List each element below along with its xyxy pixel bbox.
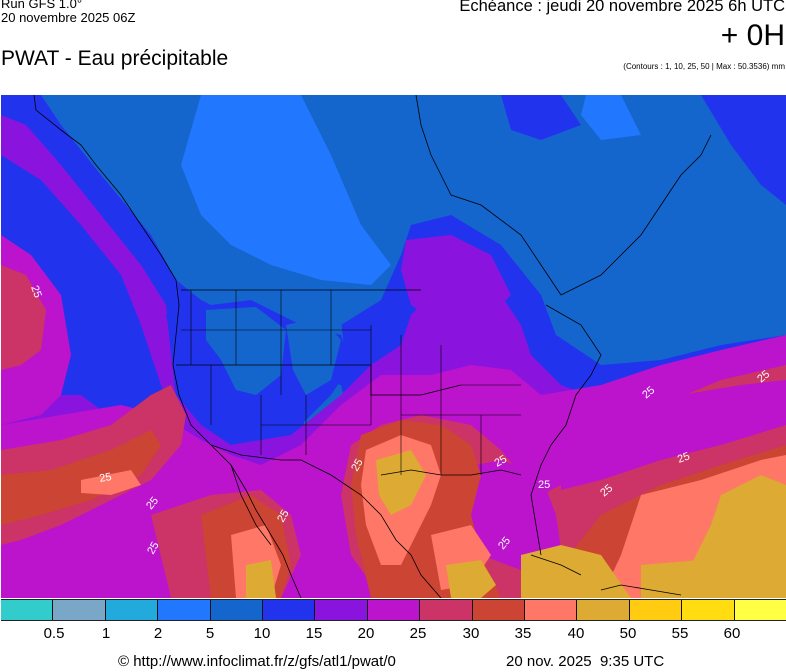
- map-title: PWAT - Eau précipitable: [1, 47, 229, 70]
- source-credit: © http://www.infoclimat.fr/z/gfs/atl1/pw…: [118, 653, 396, 670]
- contour-label: 25: [28, 284, 43, 300]
- colorbar-box: [524, 600, 577, 620]
- colorbar-box: [209, 600, 263, 620]
- colorbar-labels: 0.5 1 2 5 10 15 20 25 30 35 40 50 55 60: [0, 624, 786, 644]
- contour-label: 25: [676, 450, 692, 465]
- colorbar-box: [628, 600, 682, 620]
- colorbar-label: 15: [305, 625, 323, 642]
- valid-time: Echéance : jeudi 20 novembre 2025 6h UTC: [459, 0, 785, 15]
- colorbar-label: 60: [723, 625, 741, 642]
- colorbar-label: 25: [409, 625, 427, 642]
- colorbar-box: [52, 600, 105, 620]
- band-30-35mm-pacific-river: [1, 430, 161, 525]
- colorbar-label: 1: [101, 625, 111, 642]
- run-model-label: Run GFS 1.0°: [1, 0, 83, 11]
- contour-label: 25: [538, 479, 550, 491]
- colorbar-label: 35: [514, 625, 532, 642]
- colorbar-label: 55: [671, 625, 689, 642]
- colorbar-box: [1, 600, 53, 620]
- pwat-map: 25 25 25 25 25 25 25 25 25 25 25 25 25: [1, 95, 786, 598]
- colorbar-box: [104, 600, 158, 620]
- run-date: 20 novembre 2025 06Z: [1, 10, 136, 25]
- colorbar-box: [733, 600, 786, 620]
- band-2-5mm-canada: [181, 95, 391, 285]
- band-40-50mm-atlantic: [691, 475, 786, 598]
- colorbar-box: [576, 600, 629, 620]
- band-25-30mm-pacific: [1, 265, 46, 370]
- colorbar-label: 20: [357, 625, 375, 642]
- colorbar-box: [419, 600, 472, 620]
- colorbar-label: 10: [253, 625, 271, 642]
- colorbar-label: 40: [567, 625, 585, 642]
- colorbar-label: 50: [619, 625, 637, 642]
- colorbar-label: 5: [205, 625, 215, 642]
- colorbar-box: [471, 600, 525, 620]
- run-info: Run GFS 1.0° 20 novembre 2025 06Z: [1, 0, 135, 25]
- state-borders: [181, 290, 521, 475]
- contours-info: (Contours : 1, 10, 25, 50 | Max : 50.353…: [623, 62, 785, 71]
- colorbar-box: [157, 600, 210, 620]
- lead-time: + 0H: [720, 19, 785, 52]
- contour-label: 25: [493, 453, 510, 470]
- colorbar: [1, 599, 786, 621]
- colorbar-box: [314, 600, 367, 620]
- contour-label: 25: [145, 540, 162, 557]
- colorbar-label: 0.5: [43, 625, 65, 642]
- colorbar-box: [681, 600, 734, 620]
- colorbar-box: [262, 600, 315, 620]
- generated-time: 20 nov. 2025 9:35 UTC: [506, 653, 665, 670]
- colorbar-label: 30: [462, 625, 480, 642]
- contour-label: 25: [275, 508, 292, 525]
- colorbar-box: [366, 600, 420, 620]
- contour-label: 25: [349, 457, 366, 474]
- colorbar-label: 2: [153, 625, 163, 642]
- contour-label: 25: [98, 471, 112, 485]
- band-40-50mm-texas: [376, 450, 426, 515]
